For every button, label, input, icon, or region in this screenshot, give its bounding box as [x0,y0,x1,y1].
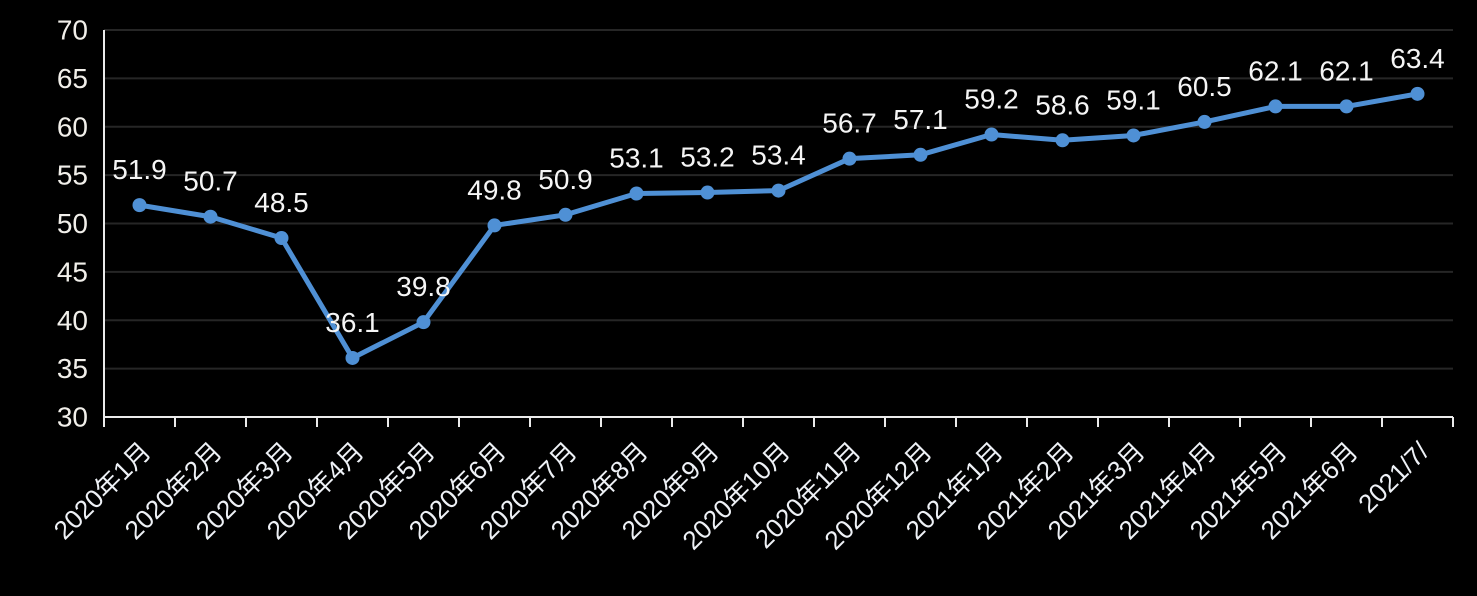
data-label: 56.7 [822,108,877,139]
data-label: 57.1 [893,104,948,135]
y-axis-tick-label: 45 [57,256,88,287]
data-point-marker [274,231,289,246]
data-label: 60.5 [1177,71,1232,102]
data-point-marker [700,185,715,200]
data-label: 53.4 [751,140,806,171]
data-point-marker [1410,86,1425,101]
data-point-marker [1197,114,1212,129]
y-axis-tick-label: 60 [57,111,88,142]
data-point-marker [132,198,147,213]
y-axis-tick-label: 50 [57,208,88,239]
data-label: 49.8 [467,174,522,205]
data-point-marker [984,127,999,142]
data-label: 50.9 [538,164,593,195]
data-label: 53.2 [680,142,735,173]
data-label: 62.1 [1319,55,1374,86]
data-point-marker [558,207,573,222]
data-point-marker [1126,128,1141,143]
data-point-marker [203,209,218,224]
data-point-marker [345,350,360,365]
y-axis-tick-label: 40 [57,305,88,336]
data-point-marker [913,147,928,162]
data-label: 36.1 [325,307,380,338]
data-label: 39.8 [396,271,451,302]
data-label: 62.1 [1248,55,1303,86]
data-label: 48.5 [254,187,309,218]
y-axis-tick-label: 30 [57,402,88,433]
data-label: 59.2 [964,83,1019,114]
data-point-marker [1339,99,1354,114]
data-label: 63.4 [1390,43,1445,74]
data-point-marker [771,183,786,198]
data-point-marker [629,186,644,201]
data-point-marker [487,218,502,233]
data-point-marker [1055,133,1070,148]
data-label: 59.1 [1106,84,1161,115]
data-label: 50.7 [183,166,238,197]
data-label: 53.1 [609,143,664,174]
y-axis-tick-label: 55 [57,160,88,191]
y-axis-tick-label: 65 [57,63,88,94]
y-axis-tick-label: 70 [57,15,88,46]
data-point-marker [842,151,857,166]
data-label: 58.6 [1035,89,1090,120]
data-point-marker [1268,99,1283,114]
data-label: 51.9 [112,154,167,185]
y-axis-tick-label: 35 [57,353,88,384]
data-point-marker [416,315,431,330]
